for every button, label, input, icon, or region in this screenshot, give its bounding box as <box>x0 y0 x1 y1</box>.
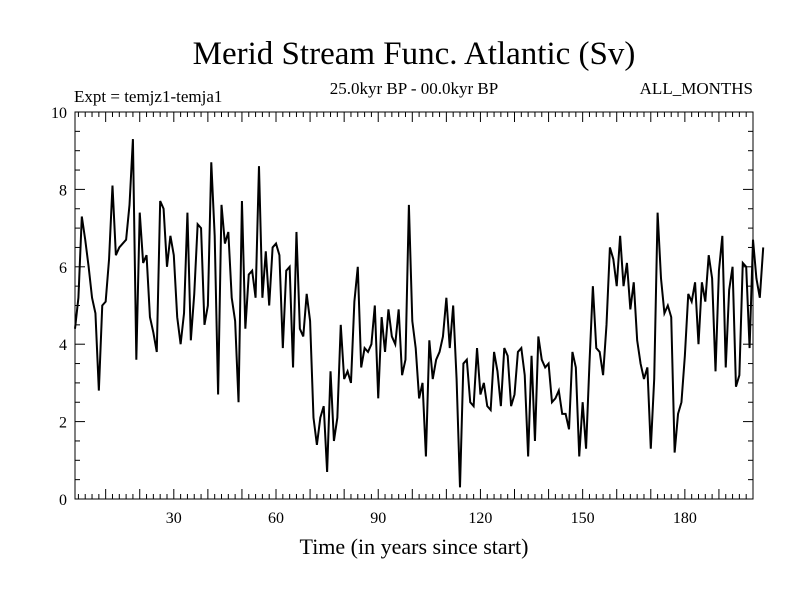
x-tick-label: 150 <box>571 510 595 527</box>
x-tick-label: 90 <box>370 510 386 527</box>
y-tick-label: 2 <box>59 415 67 432</box>
y-tick-label: 6 <box>59 260 67 277</box>
x-axis-label: Time (in years since start) <box>300 534 529 559</box>
series-line <box>74 139 765 488</box>
y-tick-label: 4 <box>59 337 67 354</box>
series-group <box>74 139 765 488</box>
x-tick-label: 30 <box>166 510 182 527</box>
time-range-label: 25.0kyr BP - 00.0kyr BP <box>330 79 498 98</box>
x-tick-label: 120 <box>468 510 492 527</box>
experiment-label: Expt = temjz1-temja1 <box>74 87 222 106</box>
months-label: ALL_MONTHS <box>640 79 753 98</box>
chart-title: Merid Stream Func. Atlantic (Sv) <box>193 36 636 72</box>
y-tick-label: 8 <box>59 182 67 199</box>
x-tick-label: 180 <box>673 510 697 527</box>
y-tick-label: 10 <box>51 105 67 122</box>
plot-area: 0 2 4 6 8 10 30 60 90 120 150 180 <box>51 105 765 527</box>
y-axis: 0 2 4 6 8 10 <box>51 105 753 509</box>
x-tick-label: 60 <box>268 510 284 527</box>
y-tick-label: 0 <box>59 492 67 509</box>
x-axis: 30 60 90 120 150 180 <box>77 112 754 527</box>
